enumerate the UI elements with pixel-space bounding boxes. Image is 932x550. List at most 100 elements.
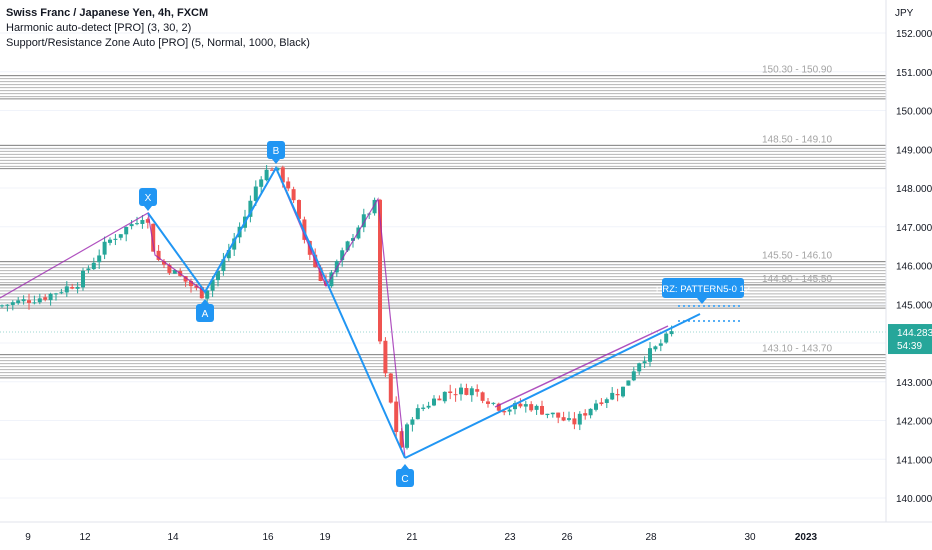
candle[interactable]	[540, 400, 544, 416]
candle[interactable]	[297, 199, 301, 221]
sr-zone[interactable]: 150.30 - 150.90	[0, 65, 886, 100]
pattern-point-x[interactable]: X	[139, 188, 157, 211]
candle[interactable]	[145, 217, 150, 229]
candle[interactable]	[162, 259, 166, 268]
candle[interactable]	[610, 387, 615, 401]
prz-label[interactable]: PRZ: PATTERN5-0 12	[656, 278, 750, 304]
candle[interactable]	[21, 295, 26, 305]
candle[interactable]	[108, 237, 112, 246]
candle[interactable]	[10, 300, 15, 311]
candle[interactable]	[216, 270, 220, 287]
indicator-harmonic[interactable]: Harmonic auto-detect [PRO] (3, 30, 2)	[6, 22, 192, 34]
candle[interactable]	[81, 267, 85, 291]
sr-zone[interactable]: 148.50 - 149.10	[0, 134, 886, 170]
candle[interactable]	[550, 412, 555, 418]
candle[interactable]	[124, 226, 129, 242]
candle[interactable]	[653, 345, 658, 352]
candle[interactable]	[388, 372, 393, 404]
candle[interactable]	[599, 398, 604, 406]
candle[interactable]	[16, 296, 21, 305]
candle[interactable]	[113, 234, 118, 246]
candle[interactable]	[70, 283, 75, 290]
candle[interactable]	[64, 281, 69, 297]
candle[interactable]	[442, 391, 447, 404]
candle[interactable]	[664, 332, 669, 344]
candle[interactable]	[648, 342, 652, 367]
candle[interactable]	[43, 294, 48, 302]
candle[interactable]	[658, 339, 663, 352]
candle[interactable]	[59, 288, 64, 295]
candle[interactable]	[37, 293, 42, 305]
candle[interactable]	[513, 400, 517, 415]
candle[interactable]	[534, 404, 539, 415]
candle[interactable]	[410, 417, 415, 432]
candle[interactable]	[583, 409, 588, 420]
candle[interactable]	[329, 270, 334, 288]
candle[interactable]	[5, 304, 10, 312]
candle[interactable]	[426, 401, 431, 410]
candle[interactable]	[27, 293, 31, 310]
candle[interactable]	[270, 167, 274, 171]
candle[interactable]	[86, 265, 91, 274]
candle[interactable]	[75, 282, 80, 294]
candle[interactable]	[572, 412, 577, 430]
candle[interactable]	[140, 215, 145, 229]
candle[interactable]	[340, 247, 345, 267]
candle[interactable]	[394, 396, 399, 439]
candle[interactable]	[594, 399, 598, 412]
candle[interactable]	[523, 400, 528, 413]
candle[interactable]	[626, 380, 631, 386]
candle[interactable]	[469, 386, 474, 402]
candle[interactable]	[264, 165, 269, 182]
candle[interactable]	[415, 404, 420, 420]
candle[interactable]	[464, 383, 469, 396]
candle[interactable]	[631, 367, 636, 382]
candle[interactable]	[437, 395, 442, 401]
candle[interactable]	[205, 290, 210, 303]
candle[interactable]	[54, 292, 58, 301]
candle[interactable]	[577, 411, 582, 431]
candle[interactable]	[259, 176, 264, 194]
candle[interactable]	[545, 413, 550, 419]
candle[interactable]	[432, 395, 436, 407]
candle[interactable]	[604, 397, 609, 409]
candle[interactable]	[286, 177, 291, 192]
candle[interactable]	[588, 408, 593, 419]
candle[interactable]	[226, 243, 231, 262]
candle[interactable]	[129, 219, 134, 230]
candle[interactable]	[361, 208, 366, 233]
candle[interactable]	[615, 388, 620, 402]
candle[interactable]	[372, 197, 377, 216]
candle[interactable]	[491, 402, 496, 406]
candle[interactable]	[486, 397, 490, 408]
candle[interactable]	[518, 398, 523, 409]
candle[interactable]	[221, 252, 226, 276]
candle[interactable]	[556, 412, 561, 424]
candle[interactable]	[529, 401, 534, 412]
pattern-point-b[interactable]: B	[267, 141, 285, 164]
pattern-point-a[interactable]: A	[196, 299, 214, 322]
candle[interactable]	[0, 304, 4, 308]
candle[interactable]	[405, 422, 409, 450]
candle[interactable]	[32, 295, 37, 305]
candle[interactable]	[291, 186, 296, 204]
current-price-tag[interactable]: 144.283 54:39	[888, 324, 932, 355]
candle[interactable]	[91, 257, 96, 271]
candle[interactable]	[453, 388, 458, 402]
candle[interactable]	[561, 411, 566, 422]
candle[interactable]	[97, 249, 102, 269]
candle[interactable]	[480, 391, 485, 404]
candle[interactable]	[399, 428, 404, 449]
candle[interactable]	[48, 292, 53, 306]
candle[interactable]	[448, 384, 453, 400]
candle[interactable]	[621, 386, 625, 398]
candle[interactable]	[135, 216, 139, 226]
candle[interactable]	[102, 236, 107, 260]
candle[interactable]	[637, 362, 642, 375]
candle[interactable]	[421, 404, 426, 412]
candle[interactable]	[567, 411, 571, 422]
candle[interactable]	[475, 384, 480, 397]
candle[interactable]	[248, 195, 253, 223]
